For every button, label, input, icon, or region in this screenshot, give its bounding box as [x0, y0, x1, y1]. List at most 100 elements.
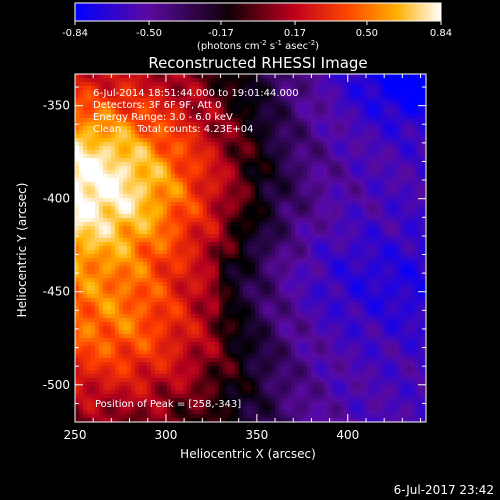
heatmap-cell: [351, 246, 355, 250]
heatmap-cell: [167, 134, 171, 138]
heatmap-cell: [379, 290, 383, 294]
heatmap-cell: [191, 182, 195, 186]
heatmap-cell: [411, 174, 415, 178]
heatmap-cell: [207, 226, 211, 230]
heatmap-cell: [267, 158, 271, 162]
heatmap-cell: [355, 186, 359, 190]
heatmap-cell: [139, 202, 143, 206]
heatmap-cell: [363, 126, 367, 130]
heatmap-cell: [187, 214, 191, 218]
heatmap-cell: [343, 94, 347, 98]
heatmap-cell: [419, 86, 423, 90]
heatmap-cell: [211, 298, 215, 302]
heatmap-cell: [187, 282, 191, 286]
heatmap-cell: [355, 266, 359, 270]
heatmap-cell: [215, 254, 219, 258]
heatmap-cell: [351, 94, 355, 98]
heatmap-cell: [239, 210, 243, 214]
heatmap-cell: [307, 134, 311, 138]
heatmap-cell: [223, 238, 227, 242]
heatmap-cell: [419, 130, 423, 134]
heatmap-cell: [251, 86, 255, 90]
heatmap-cell: [123, 194, 127, 198]
heatmap-cell: [131, 266, 135, 270]
heatmap-cell: [307, 106, 311, 110]
heatmap-cell: [251, 250, 255, 254]
heatmap-cell: [367, 286, 371, 290]
heatmap-cell: [183, 190, 187, 194]
heatmap-cell: [251, 282, 255, 286]
heatmap-cell: [151, 270, 155, 274]
heatmap-cell: [147, 122, 151, 126]
heatmap-cell: [415, 134, 419, 138]
heatmap-cell: [355, 222, 359, 226]
heatmap-cell: [359, 194, 363, 198]
heatmap-cell: [375, 214, 379, 218]
heatmap-cell: [315, 154, 319, 158]
heatmap-cell: [131, 146, 135, 150]
heatmap-cell: [379, 246, 383, 250]
heatmap-cell: [315, 130, 319, 134]
heatmap-cell: [79, 194, 83, 198]
heatmap-cell: [183, 182, 187, 186]
heatmap-cell: [363, 114, 367, 118]
heatmap-cell: [375, 242, 379, 246]
heatmap-cell: [251, 74, 255, 78]
heatmap-cell: [331, 202, 335, 206]
heatmap-cell: [339, 154, 343, 158]
heatmap-cell: [355, 102, 359, 106]
heatmap-cell: [319, 130, 323, 134]
heatmap-cell: [115, 270, 119, 274]
heatmap-cell: [311, 130, 315, 134]
heatmap-cell: [123, 190, 127, 194]
heatmap-cell: [391, 246, 395, 250]
heatmap-cell: [319, 158, 323, 162]
heatmap-cell: [99, 134, 103, 138]
heatmap-cell: [391, 210, 395, 214]
heatmap-cell: [139, 158, 143, 162]
heatmap-cell: [263, 222, 267, 226]
heatmap-cell: [403, 202, 407, 206]
heatmap-cell: [255, 230, 259, 234]
heatmap-cell: [111, 166, 115, 170]
heatmap-cell: [315, 274, 319, 278]
heatmap-cell: [371, 174, 375, 178]
heatmap-cell: [375, 198, 379, 202]
heatmap-cell: [111, 246, 115, 250]
heatmap-cell: [111, 230, 115, 234]
heatmap-cell: [223, 78, 227, 82]
heatmap-cell: [231, 246, 235, 250]
heatmap-cell: [143, 142, 147, 146]
heatmap-cell: [371, 74, 375, 78]
heatmap-cell: [207, 186, 211, 190]
heatmap-cell: [167, 114, 171, 118]
heatmap-cell: [319, 94, 323, 98]
heatmap-cell: [155, 202, 159, 206]
heatmap-cell: [239, 98, 243, 102]
heatmap-cell: [403, 278, 407, 282]
heatmap-cell: [111, 226, 115, 230]
heatmap-cell: [95, 170, 99, 174]
heatmap-cell: [219, 150, 223, 154]
heatmap-cell: [339, 170, 343, 174]
heatmap-cell: [179, 106, 183, 110]
heatmap-cell: [99, 86, 103, 90]
heatmap-cell: [135, 262, 139, 266]
heatmap-cell: [159, 98, 163, 102]
heatmap-cell: [319, 122, 323, 126]
heatmap-cell: [175, 126, 179, 130]
heatmap-cell: [91, 82, 95, 86]
heatmap-cell: [319, 126, 323, 130]
heatmap-cell: [139, 278, 143, 282]
heatmap-cell: [87, 130, 91, 134]
heatmap-cell: [351, 234, 355, 238]
heatmap-cell: [91, 78, 95, 82]
heatmap-cell: [83, 234, 87, 238]
heatmap-cell: [211, 158, 215, 162]
heatmap-cell: [207, 254, 211, 258]
heatmap-cell: [327, 122, 331, 126]
heatmap-cell: [223, 278, 227, 282]
heatmap-cell: [163, 170, 167, 174]
heatmap-cell: [199, 202, 203, 206]
heatmap-cell: [191, 278, 195, 282]
